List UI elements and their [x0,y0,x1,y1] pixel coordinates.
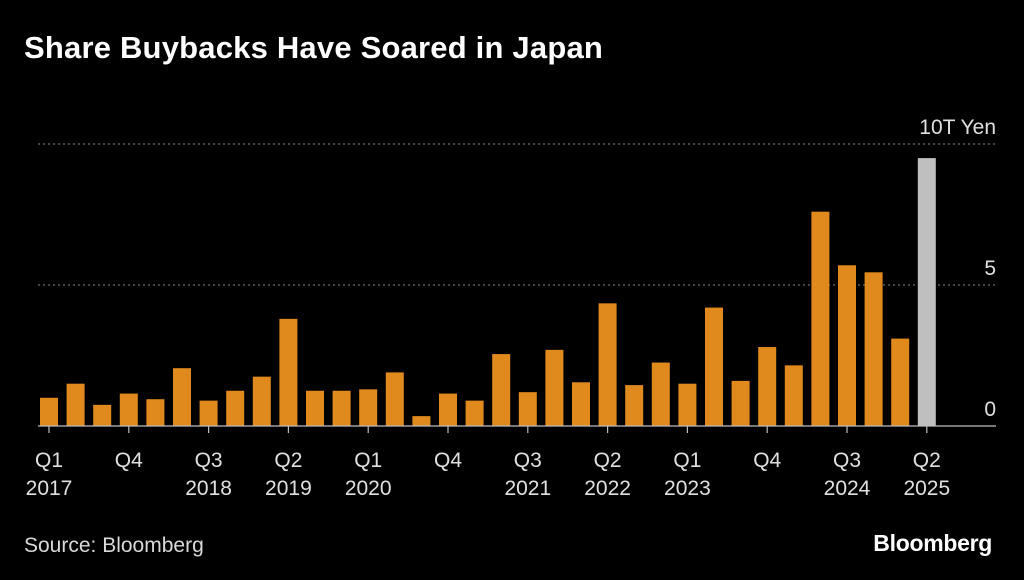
bar [731,380,750,426]
y-tick-labels: 0 5 10T Yen [919,116,996,421]
bar [572,382,590,426]
bar [359,389,378,426]
source-note: Source: Bloomberg [24,534,204,557]
bar [412,416,431,426]
bar [598,303,617,426]
bar [66,383,85,426]
bar [199,400,218,426]
bar [385,372,404,426]
x-tick-year: 2017 [26,477,73,500]
bar [439,393,457,426]
bar [518,392,537,426]
x-tick-year: 2020 [345,477,392,500]
bar [332,390,351,426]
y-tick-label: 0 [984,398,996,421]
bar [678,383,697,426]
x-tick-quarter: Q1 [673,449,701,472]
bar [279,318,298,426]
x-tick-quarter: Q2 [274,449,302,472]
y-tick-label: 5 [984,257,996,280]
bar [758,347,777,426]
x-tick-quarter: Q4 [434,449,462,472]
bar [864,272,883,426]
x-tick-year: 2024 [824,477,871,500]
bar [306,390,324,426]
bar [492,354,511,426]
bars [40,158,936,426]
bar [545,349,564,426]
bar [651,362,670,426]
x-tick-year: 2023 [664,477,711,500]
x-tick-year: 2022 [584,477,631,500]
x-tick-quarter: Q1 [35,449,63,472]
bar [93,404,112,426]
x-tick-year: 2021 [504,477,551,500]
x-tick-year: 2019 [265,477,312,500]
bar [252,376,271,426]
bar [173,368,191,426]
x-tick-labels: Q1 2017 Q4 Q3 2018 Q2 2019 Q1 2020 Q4 Q3 2021 Q2 2022… [26,449,951,500]
x-tick-year: 2018 [185,477,232,500]
x-tick-year: 2025 [903,477,950,500]
x-tick-quarter: Q1 [354,449,382,472]
x-axis [38,425,996,433]
y-tick-label: 10T Yen [919,116,996,139]
x-tick-quarter: Q3 [514,449,542,472]
bar [226,390,245,426]
bloomberg-logo: Bloomberg [873,530,992,556]
chart-title: Share Buybacks Have Soared in Japan [24,30,604,65]
bar [705,307,723,426]
x-tick-quarter: Q2 [913,449,941,472]
bar [40,397,58,426]
bar [811,211,830,426]
gridlines [38,143,996,286]
x-tick-quarter: Q3 [833,449,861,472]
bar [146,399,165,426]
x-tick-quarter: Q2 [594,449,622,472]
x-tick-quarter: Q4 [115,449,143,472]
bar [119,393,138,426]
x-tick-quarter: Q4 [753,449,781,472]
bar [465,400,484,426]
bar [784,365,803,426]
bar [838,265,856,426]
x-tick-quarter: Q3 [195,449,223,472]
bar [917,158,936,426]
bar [891,338,910,426]
bar [625,385,644,426]
